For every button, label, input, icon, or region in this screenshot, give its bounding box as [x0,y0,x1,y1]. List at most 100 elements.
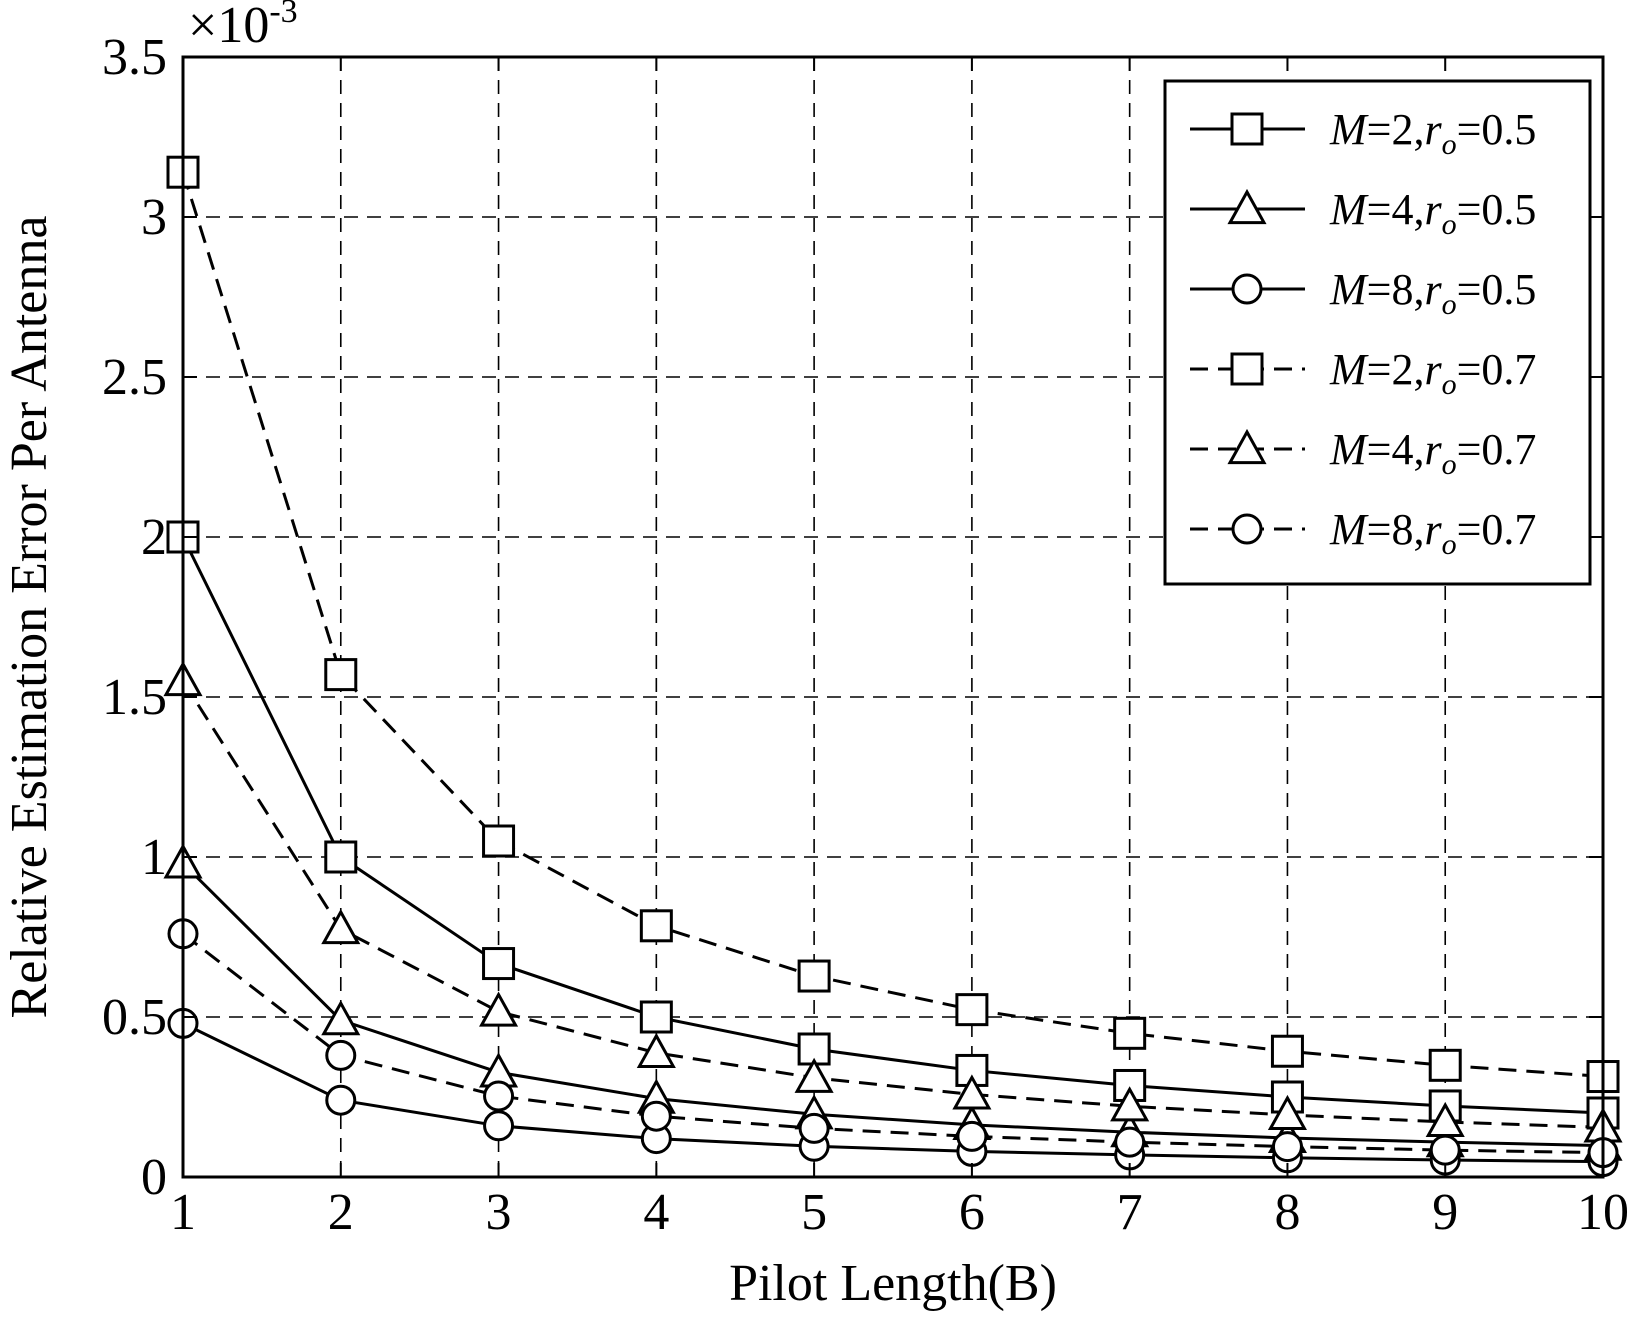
legend-marker [1230,112,1264,146]
y-tick-label: 2 [141,509,167,566]
legend-label-r: r [1424,505,1442,554]
x-tick-label: 9 [1432,1184,1458,1241]
legend-label-post: =0.7 [1457,425,1537,474]
series-5-point [794,1057,834,1093]
series-3-point [325,1084,357,1116]
series-6-point [1429,1134,1461,1166]
legend-label-m: M [1329,185,1369,234]
series-6-point [325,1039,357,1071]
y-tick-label: 3 [141,189,167,246]
y-multiplier: ×10-3 [188,0,298,54]
series-line-5 [181,680,1604,1129]
series-5-point [952,1074,992,1110]
legend-label-post: =0.7 [1457,345,1537,394]
legend-label-r: r [1424,345,1442,394]
series-4-point [955,993,989,1027]
series-4-point [324,658,358,692]
x-tick-label: 4 [643,1184,669,1241]
series-4-point [797,959,831,993]
x-tick-label: 10 [1577,1184,1629,1241]
legend-label-mid: =2, [1367,105,1425,154]
series-markers [163,155,1623,1178]
series-1-point [482,947,516,981]
legend-label-m: M [1329,265,1369,314]
series-3-point [483,1110,515,1142]
legend-label-mid: =4, [1367,185,1425,234]
y-tick-label: 1 [141,829,167,886]
legend-label-sub: o [1442,368,1457,401]
legend-marker [1231,273,1263,305]
series-6-point [1114,1126,1146,1158]
series-4-point [1270,1034,1304,1068]
legend-label: M=4,ro=0.7 [1329,425,1536,481]
series-line-6 [182,932,1604,1155]
legend-entry: M=2,ro=0.5 [1190,105,1536,161]
legend-label-m: M [1329,505,1369,554]
legend-label-r: r [1424,185,1442,234]
y-tick-label: 3.5 [102,29,167,86]
legend-entry: M=8,ro=0.7 [1190,505,1536,561]
series-2-point [321,1000,361,1036]
legend-box [1163,79,1592,586]
x-tick-label: 2 [328,1184,354,1241]
legend-label: M=2,ro=0.5 [1329,105,1536,161]
legend-marker [1227,188,1267,225]
legend-marker [1227,428,1267,465]
legend-label: M=8,ro=0.7 [1329,505,1536,561]
legend-label-sub: o [1442,128,1457,161]
legend-label-sub: o [1442,208,1457,241]
y-tick-label: 0.5 [102,989,167,1046]
series-5-point [479,991,519,1027]
y-axis-title: Relative Estimation Error Per Antenna [1,216,58,1019]
legend-label-mid: =8, [1367,265,1425,314]
legend-marker [1231,513,1263,545]
legend-label: M=4,ro=0.5 [1329,185,1536,241]
series-line-2 [181,862,1604,1148]
legend-label-post: =0.7 [1457,505,1537,554]
legend-entry: M=4,ro=0.7 [1190,425,1536,481]
legend-label: M=2,ro=0.7 [1329,345,1536,401]
legend-label-mid: =8, [1367,505,1425,554]
x-tick-label: 6 [959,1184,985,1241]
legend-label-m: M [1329,345,1369,394]
x-tick-label: 5 [801,1184,827,1241]
y-multiplier-exponent: -3 [269,0,297,30]
legend-label-post: =0.5 [1457,265,1537,314]
series-6-point [483,1080,515,1112]
series-line-1 [181,536,1604,1115]
x-axis-title: Pilot Length(B) [729,1255,1057,1312]
series-5-point [636,1032,676,1068]
y-multiplier-base: ×10 [188,0,269,54]
series-6-point [640,1100,672,1132]
series-line-4 [181,171,1604,1079]
series-1-point [324,840,358,874]
legend-label-sub: o [1442,448,1457,481]
series-lines [181,171,1604,1164]
legend-label-mid: =2, [1367,345,1425,394]
series-5-point [1267,1094,1307,1131]
series-6-point [798,1112,830,1144]
series-line-3 [182,1022,1604,1164]
series-4-point [482,824,516,858]
series-4-point [639,909,673,943]
y-tick-label: 1.5 [102,669,167,726]
legend-label-m: M [1329,425,1369,474]
legend-label-post: =0.5 [1457,105,1537,154]
legend-label-sub: o [1442,528,1457,561]
x-tick-label: 8 [1274,1184,1300,1241]
legend-marker [1230,352,1264,386]
legend-entry: M=4,ro=0.5 [1190,185,1536,241]
x-tick-label: 1 [170,1184,196,1241]
legend-label-r: r [1424,265,1442,314]
legend-label-mid: =4, [1367,425,1425,474]
series-5-point [1110,1086,1150,1122]
series-1-point [639,1000,673,1034]
legend-entry: M=2,ro=0.7 [1190,345,1536,401]
series-6-point [1271,1131,1303,1163]
legend-label-sub: o [1442,288,1457,321]
legend-label-r: r [1424,425,1442,474]
plot-frame [181,55,1605,1179]
x-tick-label: 3 [486,1184,512,1241]
legend-entry: M=8,ro=0.5 [1190,265,1536,321]
